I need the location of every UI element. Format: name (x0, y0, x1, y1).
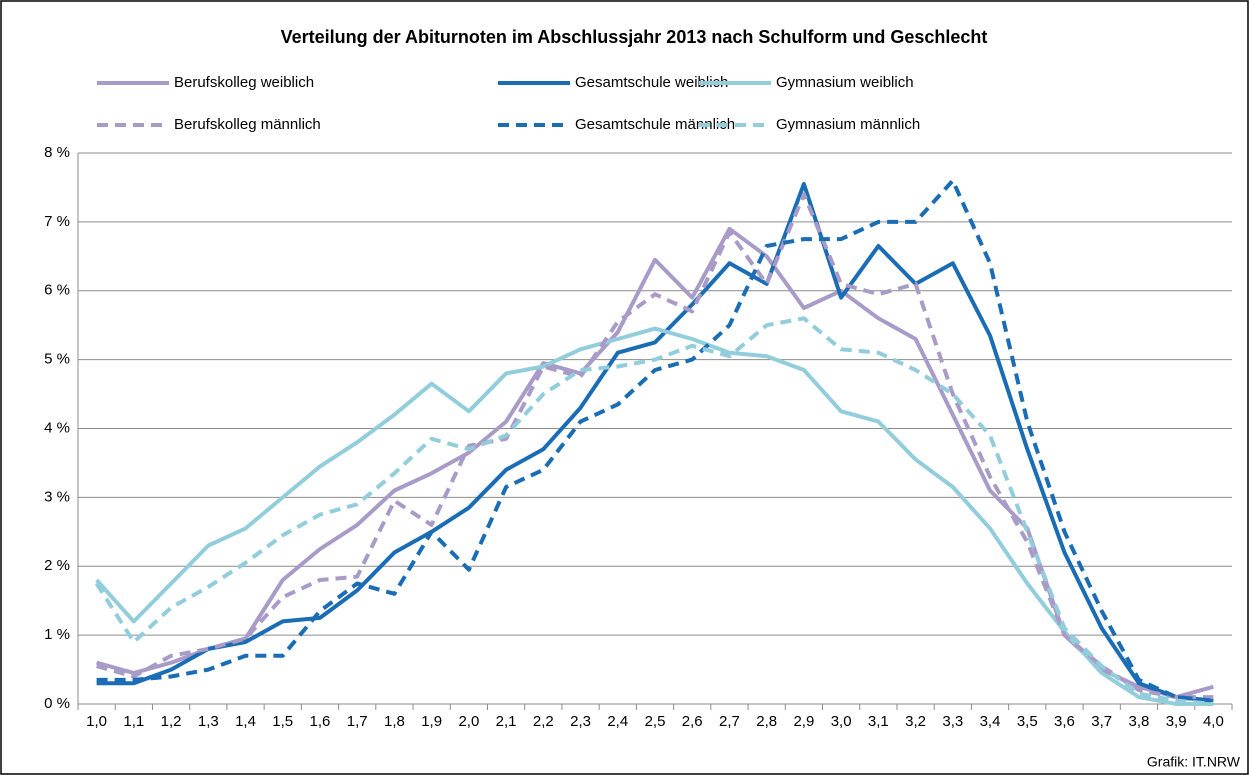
x-tick-label: 2,4 (607, 713, 628, 730)
y-tick-label: 8 % (44, 144, 70, 161)
x-tick-label: 2,8 (756, 713, 777, 730)
x-tick-label: 3,6 (1054, 713, 1075, 730)
series-line (96, 192, 1214, 700)
y-tick-label: 7 % (44, 213, 70, 230)
legend-label: Gymnasium weiblich (776, 74, 914, 91)
x-tick-label: 2,3 (570, 713, 591, 730)
x-tick-label: 3,1 (868, 713, 889, 730)
x-tick-label: 2,9 (793, 713, 814, 730)
x-tick-label: 1,4 (235, 713, 256, 730)
y-tick-label: 0 % (44, 695, 70, 712)
series-line (94, 316, 1214, 706)
y-tick-label: 5 % (44, 351, 70, 368)
legend-label: Berufskolleg männlich (174, 116, 321, 133)
series-line (95, 326, 1214, 706)
x-tick-label: 3,0 (831, 713, 852, 730)
x-tick-label: 1,2 (161, 713, 182, 730)
legend-label: Gymnasium männlich (776, 116, 920, 133)
x-tick-label: 4,0 (1203, 713, 1224, 730)
x-tick-label: 2,7 (719, 713, 740, 730)
x-tick-label: 1,1 (123, 713, 144, 730)
x-tick-label: 3,2 (905, 713, 926, 730)
y-tick-label: 2 % (44, 557, 70, 574)
x-tick-label: 1,0 (86, 713, 107, 730)
legend-label: Gesamtschule männlich (575, 116, 735, 133)
x-tick-label: 3,9 (1166, 713, 1187, 730)
y-tick-label: 1 % (44, 626, 70, 643)
legend-label: Gesamtschule weiblich (575, 74, 728, 91)
x-tick-label: 2,2 (533, 713, 554, 730)
x-tick-label: 2,5 (645, 713, 666, 730)
x-tick-label: 1,7 (347, 713, 368, 730)
x-tick-label: 3,5 (1017, 713, 1038, 730)
x-tick-label: 2,1 (496, 713, 517, 730)
y-tick-label: 3 % (44, 488, 70, 505)
x-tick-label: 1,9 (421, 713, 442, 730)
legend-label: Berufskolleg weiblich (174, 74, 314, 91)
x-tick-label: 2,6 (682, 713, 703, 730)
x-tick-label: 1,3 (198, 713, 219, 730)
x-tick-label: 2,0 (458, 713, 479, 730)
x-tick-label: 1,8 (384, 713, 405, 730)
series-line (96, 182, 1214, 703)
y-tick-label: 4 % (44, 419, 70, 436)
y-tick-label: 6 % (44, 282, 70, 299)
x-tick-label: 3,8 (1129, 713, 1150, 730)
x-tick-label: 3,4 (980, 713, 1001, 730)
x-tick-label: 1,6 (310, 713, 331, 730)
source: Grafik: IT.NRW (1147, 754, 1241, 770)
chart-title: Verteilung der Abiturnoten im Abschlussj… (281, 27, 988, 47)
x-tick-label: 3,7 (1091, 713, 1112, 730)
series-line (96, 178, 1214, 703)
x-tick-label: 3,3 (942, 713, 963, 730)
x-tick-label: 1,5 (272, 713, 293, 730)
